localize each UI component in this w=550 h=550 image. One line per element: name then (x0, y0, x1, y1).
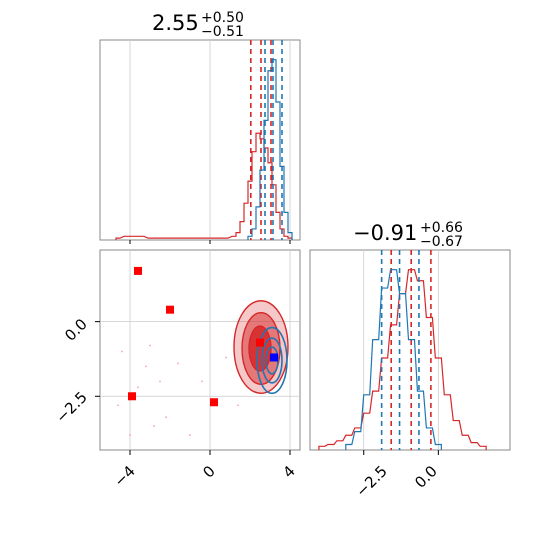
grid-lines (100, 40, 439, 450)
xtick-label-p1-0: −4 (110, 462, 138, 490)
title-param2: −0.91 (353, 221, 417, 245)
xtick-label-p2-0: −2.5 (352, 462, 390, 500)
scatter-sample-10 (237, 404, 239, 407)
ytick-label-p2-0: 0.0 (61, 315, 91, 345)
marker-series1-0 (270, 353, 278, 362)
contour-series1-1 (261, 337, 283, 384)
panel-hist-param1 (99, 39, 301, 241)
tick-marks (95, 240, 439, 455)
scatter-sample-6 (201, 380, 203, 383)
scatter-sample-3 (189, 434, 191, 436)
scatter-sample-4 (137, 386, 139, 389)
title-param2-plus: +0.66 (420, 220, 463, 236)
panel-hist-param2 (309, 249, 511, 451)
marker-series0-1 (166, 305, 174, 314)
marker-series0-4 (256, 338, 264, 347)
hist2-series1-step (345, 269, 442, 450)
scatter-sample-9 (149, 344, 151, 347)
scatter-sample-0 (145, 365, 147, 368)
scatter-contours (117, 266, 289, 436)
marker-series0-2 (128, 392, 136, 401)
xtick-label-p2-1: 0.0 (411, 462, 441, 492)
contour-series1-0 (256, 326, 288, 395)
marker-series0-3 (210, 398, 218, 407)
contour-series0-2 (248, 325, 272, 372)
scatter-sample-2 (121, 350, 123, 353)
ytick-label-p2-1: −2.5 (52, 388, 90, 426)
marker-series0-0 (134, 266, 142, 275)
scatter-sample-8 (177, 362, 179, 365)
title-param1-plus: +0.50 (201, 10, 244, 26)
title-param1: 2.55 (152, 11, 199, 35)
scatter-sample-5 (165, 416, 167, 419)
hist1-series0-step (115, 132, 293, 240)
title-param1-minus: −0.51 (201, 24, 244, 40)
panel-scatter (99, 249, 301, 451)
xtick-label-p1-2: 4 (279, 462, 298, 481)
scatter-sample-12 (225, 356, 227, 359)
scatter-sample-11 (159, 380, 161, 383)
scatter-sample-13 (117, 404, 119, 407)
xtick-label-p1-1: 0 (199, 462, 218, 481)
histogram-param2 (318, 250, 487, 450)
title-param2-minus: −0.67 (420, 234, 463, 250)
scatter-sample-7 (129, 434, 131, 436)
histogram-param1 (115, 40, 293, 240)
hist1-series1-step (247, 59, 293, 240)
title-param1-median: 2.55 (152, 11, 199, 35)
scatter-sample-1 (153, 425, 155, 428)
title-param2-median: −0.91 (353, 221, 417, 245)
hist2-series0-step (318, 269, 487, 450)
